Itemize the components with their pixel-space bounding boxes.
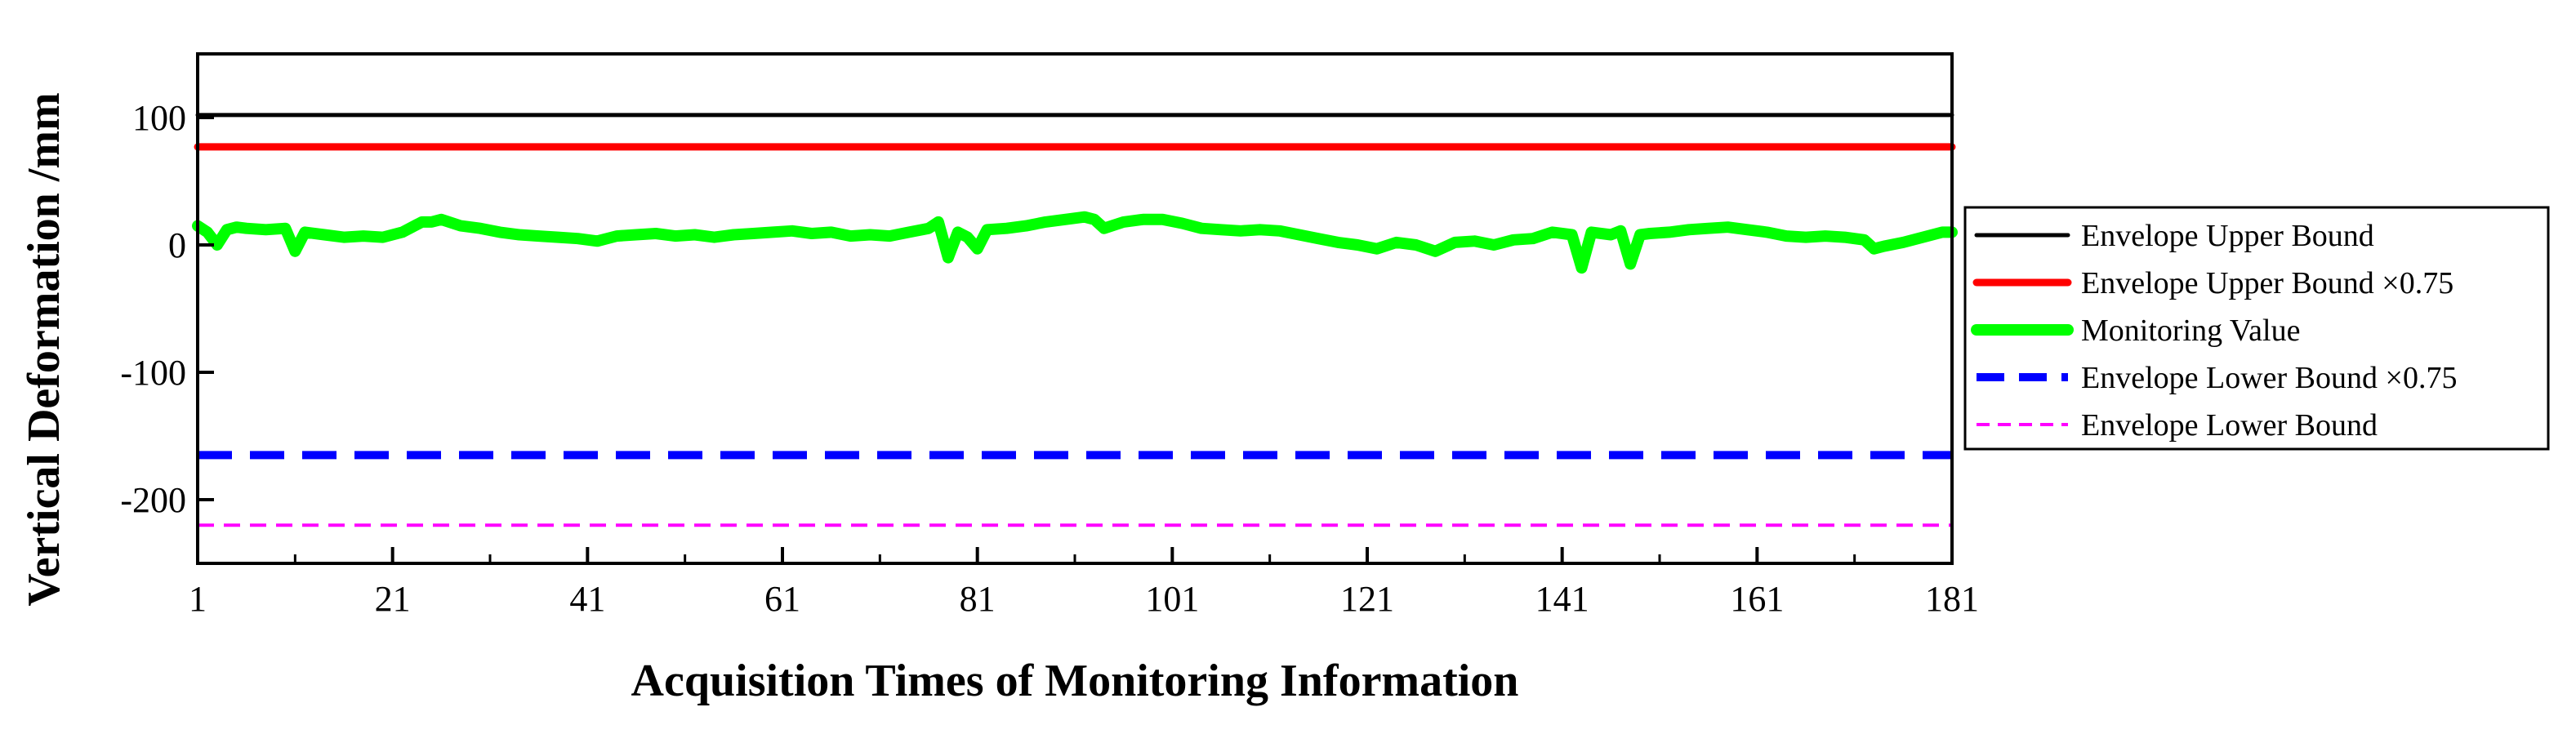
x-tick-label: 41: [569, 579, 605, 619]
plot-frame: [196, 52, 1954, 565]
x-tick-label: 61: [764, 579, 800, 619]
x-tick-label: 121: [1340, 579, 1394, 619]
legend-entry-label: Envelope Lower Bound: [2081, 408, 2378, 443]
x-tick-label: 1: [189, 579, 207, 619]
x-tick-label: 161: [1730, 579, 1784, 619]
series-line-3: [192, 211, 1958, 274]
legend-entry-label: Envelope Upper Bound: [2081, 219, 2374, 253]
x-tick-label: 101: [1145, 579, 1199, 619]
x-tick-label: 81: [960, 579, 996, 619]
y-axis-title: Vertical Deformation /mm: [19, 92, 69, 606]
x-tick-label: 21: [375, 579, 411, 619]
y-tick-label: 100: [132, 98, 186, 138]
x-tick-label: 141: [1535, 579, 1589, 619]
x-tick-label: 181: [1925, 579, 1979, 619]
x-axis-title: Acquisition Times of Monitoring Informat…: [631, 656, 1519, 706]
y-tick-label: 0: [168, 225, 186, 265]
y-tick-label: -200: [120, 480, 186, 520]
y-tick-label: -100: [120, 353, 186, 393]
legend: Envelope Upper Bound Envelope Upper Bound…: [1963, 206, 2550, 451]
legend-entry-label: Monitoring Value: [2081, 314, 2300, 348]
legend-entry-label: Envelope Upper Bound ×0.75: [2081, 266, 2453, 300]
legend-entry-label: Envelope Lower Bound ×0.75: [2081, 361, 2457, 395]
series-layer: [192, 113, 1958, 527]
